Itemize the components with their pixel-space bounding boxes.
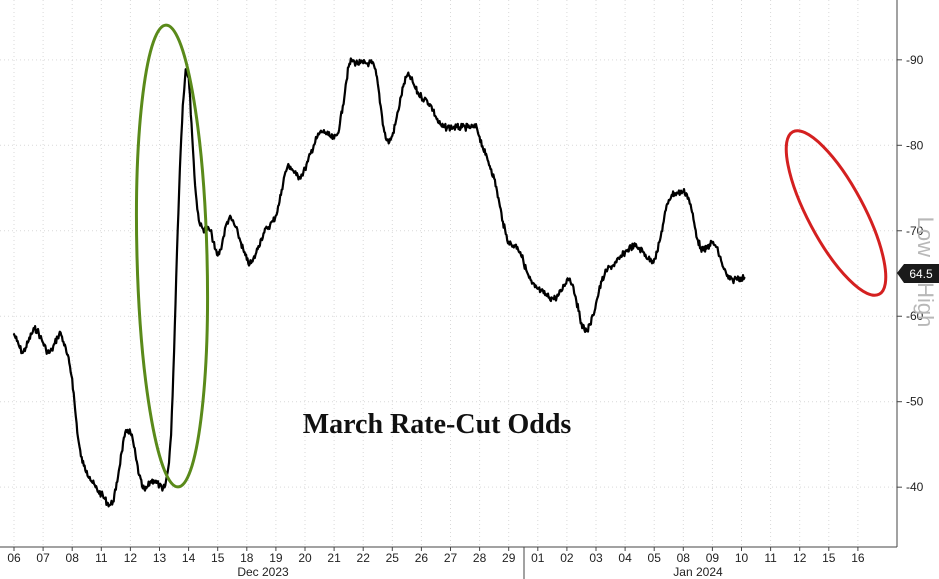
- x-tick-label: 28: [473, 551, 487, 565]
- x-axis: 06 07 08 11 12 13 14 15 18 19 20 21 22 25 26 27 28 29 01 02…: [7, 547, 865, 565]
- annotation-red-oval: [784, 129, 888, 297]
- x-tick-label: 16: [851, 551, 865, 565]
- x-tick-label: 11: [95, 551, 108, 565]
- last-value-tag: 64.5: [897, 264, 939, 283]
- x-tick-label: 05: [648, 551, 662, 565]
- x-tick-label: 15: [211, 551, 225, 565]
- annotation-green-oval: [134, 23, 210, 489]
- month-label-jan: Jan 2024: [673, 565, 723, 579]
- x-tick-label: 08: [66, 551, 80, 565]
- x-tick-label: 02: [560, 551, 574, 565]
- x-tick-label: 21: [327, 551, 341, 565]
- month-labels: Dec 2023 Jan 2024: [237, 565, 723, 579]
- y-axis: -40 -50 -60 -70 -80 -90: [897, 53, 924, 494]
- y-tick-label: -70: [906, 224, 924, 238]
- x-tick-label: 29: [502, 551, 516, 565]
- x-tick-label: 09: [706, 551, 720, 565]
- y-tick-label: -50: [906, 395, 924, 409]
- y-tick-label: -80: [906, 138, 924, 152]
- x-tick-label: 18: [240, 551, 254, 565]
- month-label-dec: Dec 2023: [237, 565, 289, 579]
- chart-title: March Rate-Cut Odds: [303, 409, 572, 440]
- x-tick-label: 12: [124, 551, 138, 565]
- y-tick-label: -60: [906, 309, 924, 323]
- last-value-box: [897, 264, 939, 283]
- series-line: [12, 57, 746, 508]
- y-tick-label: -90: [906, 53, 924, 67]
- x-tick-label: 03: [589, 551, 603, 565]
- x-tick-label: 20: [298, 551, 312, 565]
- gridlines: [0, 0, 897, 547]
- y-tick-label: -40: [906, 480, 924, 494]
- x-tick-label: 27: [444, 551, 458, 565]
- x-tick-label: 11: [764, 551, 777, 565]
- x-tick-label: 14: [182, 551, 196, 565]
- x-tick-label: 12: [793, 551, 807, 565]
- x-tick-label: 01: [531, 551, 545, 565]
- x-tick-label: 25: [386, 551, 400, 565]
- x-tick-label: 22: [357, 551, 371, 565]
- x-tick-label: 04: [618, 551, 632, 565]
- x-tick-label: 13: [153, 551, 167, 565]
- x-tick-label: 07: [36, 551, 50, 565]
- x-tick-label: 19: [269, 551, 283, 565]
- last-value-label: 64.5: [909, 267, 933, 281]
- x-tick-label: 26: [415, 551, 429, 565]
- x-tick-label: 06: [7, 551, 21, 565]
- x-tick-label: 10: [735, 551, 749, 565]
- x-tick-label: 15: [822, 551, 836, 565]
- x-tick-label: 08: [677, 551, 691, 565]
- plot-border: [0, 0, 898, 579]
